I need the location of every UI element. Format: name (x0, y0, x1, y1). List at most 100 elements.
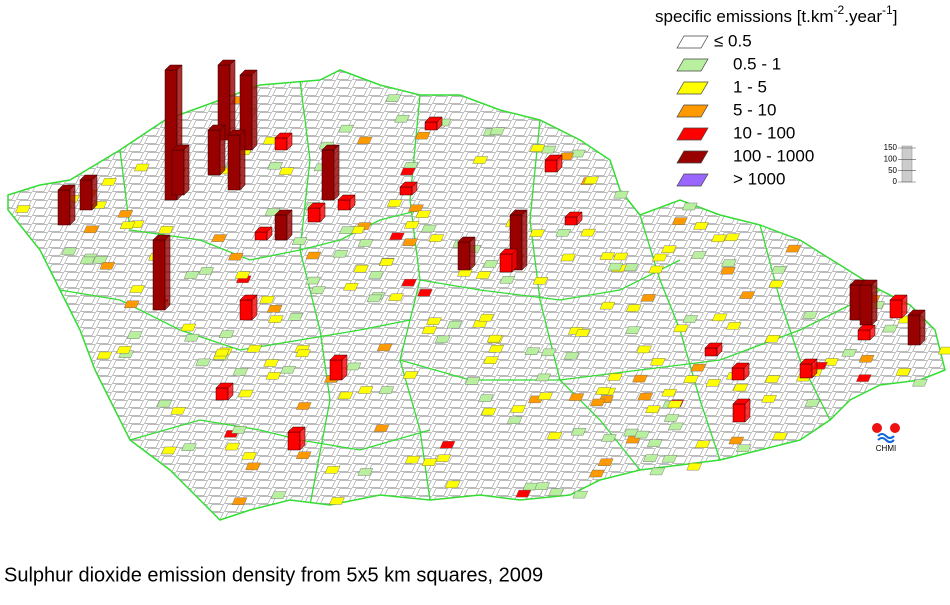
scale-bar (901, 145, 913, 183)
cell (841, 349, 858, 357)
cell (401, 278, 417, 287)
column-side (333, 144, 340, 201)
column-front (287, 431, 301, 451)
cell (402, 162, 419, 170)
cell (705, 379, 722, 387)
cell (515, 489, 532, 498)
cell (183, 271, 200, 279)
cell (368, 271, 384, 279)
legend-title: specific emissions [t.km-2.year-1] (655, 3, 897, 26)
cell (535, 373, 552, 382)
column-top (287, 426, 306, 433)
cell (720, 267, 736, 275)
cell (472, 156, 489, 164)
column-front (152, 239, 166, 311)
cell (133, 163, 150, 172)
cell (645, 405, 661, 413)
cell (650, 358, 666, 366)
cell (568, 393, 585, 401)
column-top (857, 324, 876, 331)
column-side (183, 144, 190, 196)
cell (394, 114, 410, 123)
cell (464, 377, 481, 385)
cell (693, 222, 709, 230)
column-side (239, 129, 246, 191)
cell (580, 228, 596, 237)
cell (295, 349, 311, 358)
column-top (164, 64, 183, 71)
column-top (152, 234, 171, 241)
cell (728, 436, 745, 445)
column-front (889, 299, 903, 319)
cell (642, 454, 659, 462)
cell (421, 326, 438, 334)
cell (15, 205, 31, 213)
legend-swatch (676, 58, 709, 72)
column-front (171, 149, 185, 196)
cell (478, 313, 495, 322)
cell (574, 329, 591, 337)
cell (234, 271, 251, 279)
column-front (424, 121, 438, 131)
cell (161, 446, 177, 455)
cell (632, 374, 648, 383)
cell (61, 247, 77, 256)
column-front (704, 347, 718, 357)
column-top (859, 279, 878, 286)
cell (667, 422, 684, 431)
cell (529, 144, 546, 152)
cell (129, 285, 145, 293)
cell (231, 497, 248, 505)
column-front (307, 207, 321, 223)
column-top (274, 209, 293, 216)
column-top (254, 226, 273, 233)
cell (265, 372, 282, 380)
cell (540, 348, 557, 357)
cell (895, 368, 912, 376)
cell (486, 334, 503, 343)
cell (378, 386, 395, 394)
column-top (907, 309, 926, 316)
legend: ≤ 0.5 0.5 - 1 1 - 5 5 - 10 10 - 100 100 - 100… (676, 31, 814, 188)
column-top (732, 398, 751, 405)
column-top (171, 144, 190, 151)
chmi-logo: CHMI (872, 423, 900, 453)
cell (682, 202, 698, 211)
cell (732, 383, 749, 392)
cell (403, 221, 420, 229)
cell (804, 399, 821, 407)
legend-label: 5 - 10 (733, 100, 776, 119)
cell (280, 365, 296, 374)
cell (637, 392, 654, 401)
cell (376, 343, 393, 352)
cell (278, 167, 295, 175)
cell (214, 348, 230, 357)
cell (291, 237, 308, 245)
cell (119, 221, 136, 229)
column-front (857, 329, 871, 341)
column-top (215, 382, 234, 389)
cell (117, 210, 134, 218)
cell (421, 458, 438, 466)
cell (613, 190, 629, 199)
cell (671, 217, 688, 225)
cell (388, 293, 404, 301)
cell (583, 176, 599, 185)
cell (694, 440, 711, 448)
cell (426, 317, 442, 325)
cell (667, 400, 683, 408)
legend-label: 100 - 1000 (733, 146, 814, 165)
cell (489, 127, 506, 135)
cell (772, 432, 788, 440)
cell (263, 359, 279, 367)
cell (446, 320, 463, 329)
cell (646, 439, 663, 447)
cell (267, 162, 283, 170)
column-front (337, 199, 351, 211)
cell (266, 305, 283, 313)
column-front (731, 367, 745, 381)
cell (357, 468, 374, 476)
column-side (69, 184, 76, 226)
cell (305, 251, 322, 260)
